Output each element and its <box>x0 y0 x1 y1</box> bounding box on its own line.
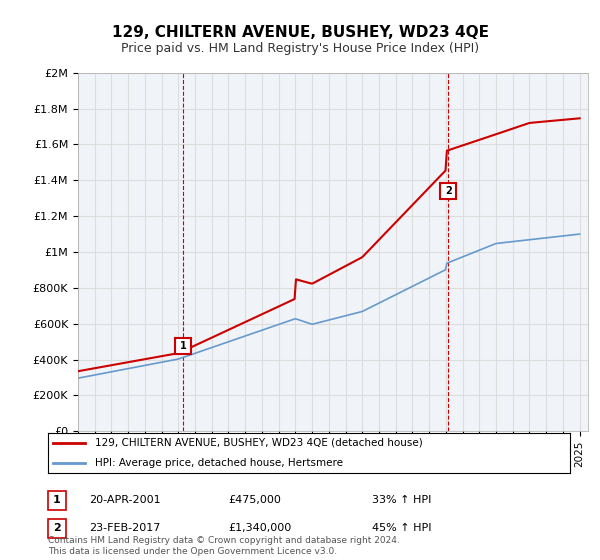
Text: 1: 1 <box>180 341 187 351</box>
Text: 129, CHILTERN AVENUE, BUSHEY, WD23 4QE: 129, CHILTERN AVENUE, BUSHEY, WD23 4QE <box>112 25 488 40</box>
Text: 20-APR-2001: 20-APR-2001 <box>89 495 160 505</box>
Text: 129, CHILTERN AVENUE, BUSHEY, WD23 4QE (detached house): 129, CHILTERN AVENUE, BUSHEY, WD23 4QE (… <box>95 438 423 448</box>
Text: 33% ↑ HPI: 33% ↑ HPI <box>372 495 431 505</box>
Text: 1: 1 <box>53 495 61 505</box>
Text: 23-FEB-2017: 23-FEB-2017 <box>89 523 160 533</box>
Text: £1,340,000: £1,340,000 <box>228 523 291 533</box>
Text: Contains HM Land Registry data © Crown copyright and database right 2024.
This d: Contains HM Land Registry data © Crown c… <box>48 536 400 556</box>
Text: Price paid vs. HM Land Registry's House Price Index (HPI): Price paid vs. HM Land Registry's House … <box>121 42 479 55</box>
Text: HPI: Average price, detached house, Hertsmere: HPI: Average price, detached house, Hert… <box>95 458 343 468</box>
Text: 2: 2 <box>53 523 61 533</box>
Text: 2: 2 <box>445 186 452 196</box>
Text: £475,000: £475,000 <box>228 495 281 505</box>
Text: 45% ↑ HPI: 45% ↑ HPI <box>372 523 431 533</box>
